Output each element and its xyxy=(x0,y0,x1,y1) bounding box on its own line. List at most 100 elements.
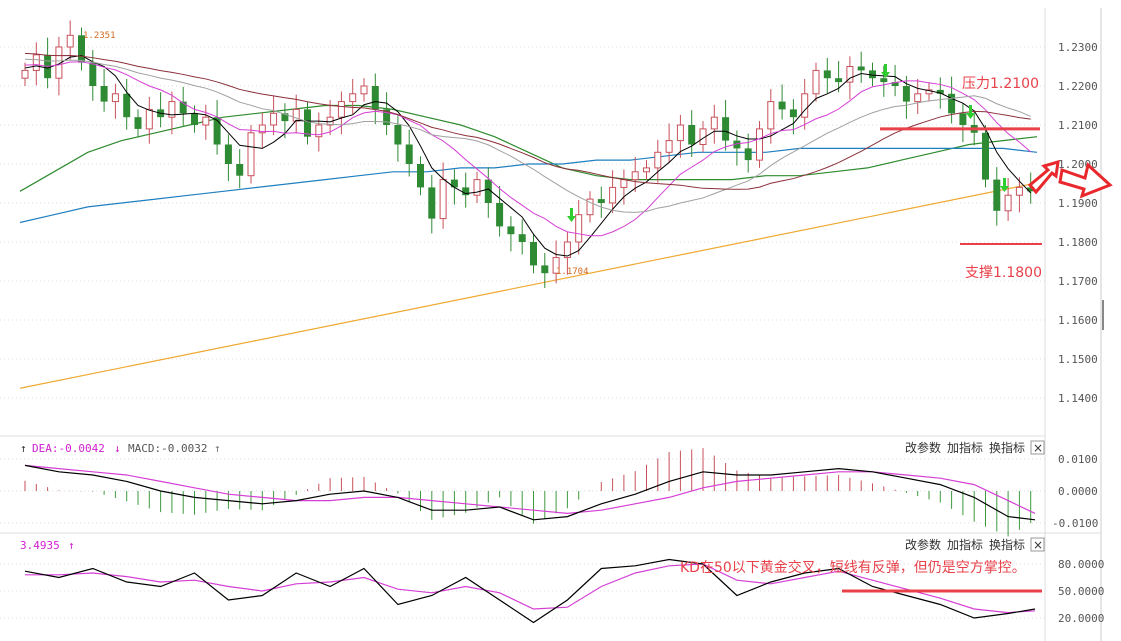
price-tick-label: 1.1700 xyxy=(1058,275,1098,288)
candle-up xyxy=(665,140,673,153)
candle-up xyxy=(337,101,345,118)
close-panel-button[interactable] xyxy=(1030,440,1045,455)
macd-label: MACD:-0.0032 xyxy=(128,442,207,455)
candle-down xyxy=(383,109,391,125)
candle-up xyxy=(168,101,176,118)
d-line xyxy=(25,563,1036,614)
candle-up xyxy=(32,54,40,71)
ma-line-10 xyxy=(24,61,1032,237)
candle-up xyxy=(111,93,119,103)
candle-down xyxy=(835,78,843,83)
candle-up xyxy=(620,179,628,188)
candle-down xyxy=(78,35,85,63)
price-tick-label: 1.1800 xyxy=(1058,236,1098,249)
price-tick-label: 1.1600 xyxy=(1058,314,1098,327)
macd-panel xyxy=(24,448,1036,537)
candle-up xyxy=(1015,186,1023,196)
candles xyxy=(21,20,1035,289)
up-arrow-icon: ↑ xyxy=(20,442,27,455)
dif-line xyxy=(24,464,1036,521)
candle-up xyxy=(202,116,210,126)
modify-params-button[interactable]: 改参数 xyxy=(905,440,941,455)
candle-down xyxy=(123,93,131,118)
candle-up xyxy=(643,167,650,173)
candle-up xyxy=(609,186,617,204)
ma-line-20 xyxy=(24,58,1031,213)
resistance-label: 压力1.2100 xyxy=(962,76,1039,92)
macd-tick-label: 0.0100 xyxy=(1058,453,1098,466)
switch-indicator-button[interactable]: 换指标 xyxy=(989,440,1025,455)
kd-panel xyxy=(24,558,1036,624)
candle-down xyxy=(778,101,786,110)
kd-tick-label: 80.0000 xyxy=(1058,558,1104,571)
ma-line-long xyxy=(19,147,1038,224)
down-arrow-icon: ↓ xyxy=(114,442,121,455)
signal-arrow-icons xyxy=(567,64,1009,222)
candle-down xyxy=(722,117,730,141)
candle-down xyxy=(496,203,504,227)
candle-up xyxy=(586,198,594,216)
candle-up xyxy=(575,214,583,243)
candle-up xyxy=(914,93,922,103)
candle-down xyxy=(462,187,470,196)
candle-down xyxy=(891,82,899,86)
candle-down xyxy=(688,125,696,145)
candle-up xyxy=(315,124,323,138)
candle-down xyxy=(394,125,402,145)
candle-up xyxy=(552,257,560,274)
candle-down xyxy=(450,179,458,188)
candle-up xyxy=(66,34,74,48)
add-indicator-button[interactable]: 加指标 xyxy=(947,537,983,552)
candle-down xyxy=(191,113,198,125)
price-tick-label: 1.2200 xyxy=(1058,80,1098,93)
close-icon[interactable]: × xyxy=(1033,441,1043,455)
candle-down xyxy=(880,78,888,83)
candle-up xyxy=(563,241,571,259)
candle-down xyxy=(902,86,910,102)
macd-tick-label: -0.0100 xyxy=(1052,517,1098,530)
close-icon[interactable]: × xyxy=(1033,538,1043,552)
close-panel-button[interactable] xyxy=(1030,537,1045,552)
candle-down xyxy=(597,199,605,203)
candle-up xyxy=(349,93,357,103)
candle-down xyxy=(281,113,289,122)
candle-up xyxy=(270,112,278,126)
dea-label: DEA:-0.0042 xyxy=(32,442,105,455)
candle-up xyxy=(846,66,854,83)
candle-down xyxy=(507,226,515,235)
candle-down xyxy=(518,234,526,242)
candle-down xyxy=(982,132,989,180)
k-line xyxy=(24,558,1036,624)
candle-down xyxy=(936,89,944,94)
candle-down xyxy=(484,179,492,203)
ma-line-5 xyxy=(24,55,1032,257)
candle-down xyxy=(428,187,436,219)
candle-down xyxy=(959,113,967,125)
candle-down xyxy=(823,70,831,79)
candle-up xyxy=(473,179,481,196)
candle-up xyxy=(767,101,775,130)
candle-down xyxy=(236,164,244,176)
candle-up xyxy=(812,69,820,95)
candle-down xyxy=(857,66,865,71)
price-tick-label: 1.1500 xyxy=(1058,353,1098,366)
candle-down xyxy=(100,86,108,102)
candle-down xyxy=(213,117,221,145)
candle-up xyxy=(21,69,29,79)
long-moving-averages xyxy=(19,104,1038,389)
ma-line-long xyxy=(19,183,1031,389)
short-moving-averages xyxy=(24,52,1032,257)
modify-params-button[interactable]: 改参数 xyxy=(905,537,941,552)
candle-down xyxy=(733,140,741,149)
candle-down xyxy=(134,117,142,129)
add-indicator-button[interactable]: 加指标 xyxy=(947,440,983,455)
candle-down xyxy=(179,101,187,114)
price-tick-label: 1.1900 xyxy=(1058,197,1098,210)
candle-down xyxy=(541,265,549,274)
low-label: 1.1704 xyxy=(556,267,589,277)
price-tick-label: 1.1400 xyxy=(1058,392,1098,405)
macd-tick-label: 0.0000 xyxy=(1058,485,1098,498)
switch-indicator-button[interactable]: 换指标 xyxy=(989,537,1025,552)
